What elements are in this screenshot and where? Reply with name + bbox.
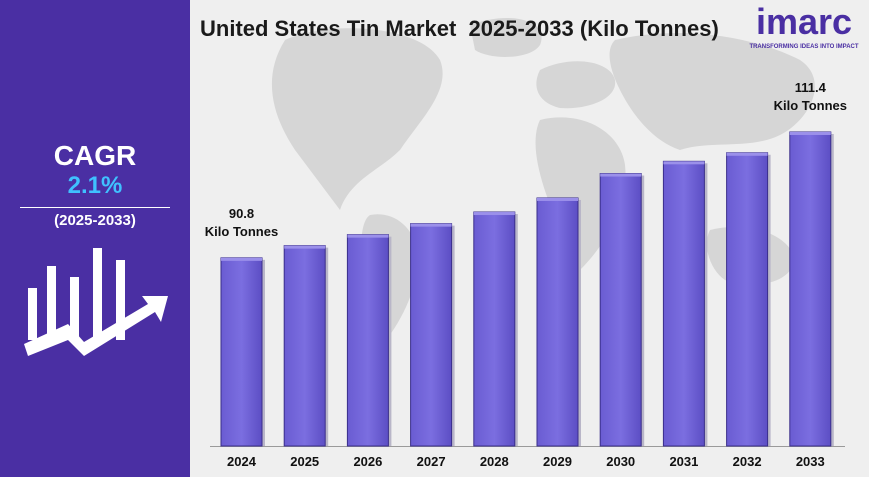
bar-2027 bbox=[410, 223, 453, 447]
x-tick-label: 2027 bbox=[417, 454, 446, 469]
bar-cap bbox=[600, 173, 642, 177]
bar-cap bbox=[789, 132, 831, 135]
x-tick-label: 2031 bbox=[669, 454, 698, 469]
bar-2029 bbox=[536, 197, 579, 447]
bar-2026 bbox=[346, 234, 389, 447]
bar-cap bbox=[347, 234, 389, 238]
data-label-unit: Kilo Tonnes bbox=[774, 98, 847, 113]
cagr-sidebar: CAGR 2.1% (2025-2033) bbox=[0, 0, 190, 477]
bar-2031 bbox=[662, 160, 705, 447]
bar-cap bbox=[410, 223, 452, 227]
cagr-label: CAGR bbox=[53, 140, 137, 171]
bar-cap bbox=[663, 161, 705, 165]
x-tick-label: 2028 bbox=[480, 454, 509, 469]
x-tick-label: 2024 bbox=[227, 454, 257, 469]
x-tick-label: 2030 bbox=[606, 454, 635, 469]
imarc-logo: imarc TRANSFORMING IDEAS INTO IMPACT bbox=[744, 2, 864, 58]
bar-cap bbox=[537, 197, 578, 201]
bar-2025 bbox=[283, 245, 326, 447]
data-label-value: 111.4 bbox=[795, 80, 827, 95]
cagr-divider bbox=[20, 207, 170, 208]
bar-2033 bbox=[789, 131, 832, 447]
data-label-unit: Kilo Tonnes bbox=[205, 224, 278, 239]
data-label-value: 90.8 bbox=[229, 206, 254, 221]
bar-cap bbox=[221, 257, 262, 261]
logo-wordmark: imarc bbox=[755, 1, 853, 42]
x-tick-label: 2025 bbox=[290, 454, 319, 469]
bar-cap bbox=[284, 245, 326, 249]
x-tick-label: 2033 bbox=[796, 454, 825, 469]
growth-chart-icon bbox=[24, 248, 168, 356]
cagr-value: 2.1% bbox=[67, 172, 123, 199]
chart-title: United States Tin Market 2025-2033 (Kilo… bbox=[200, 16, 719, 41]
bar-cap bbox=[726, 152, 768, 156]
x-tick-label: 2026 bbox=[353, 454, 382, 469]
bar-cap bbox=[473, 212, 515, 216]
x-tick-label: 2032 bbox=[733, 454, 762, 469]
logo-tagline: TRANSFORMING IDEAS INTO IMPACT bbox=[749, 44, 859, 50]
x-tick-label: 2029 bbox=[543, 454, 572, 469]
bar-2030 bbox=[599, 173, 642, 447]
bar-2028 bbox=[473, 211, 516, 447]
bar-2032 bbox=[726, 152, 769, 447]
bar-2024 bbox=[220, 257, 263, 447]
cagr-period: (2025-2033) bbox=[54, 212, 136, 229]
